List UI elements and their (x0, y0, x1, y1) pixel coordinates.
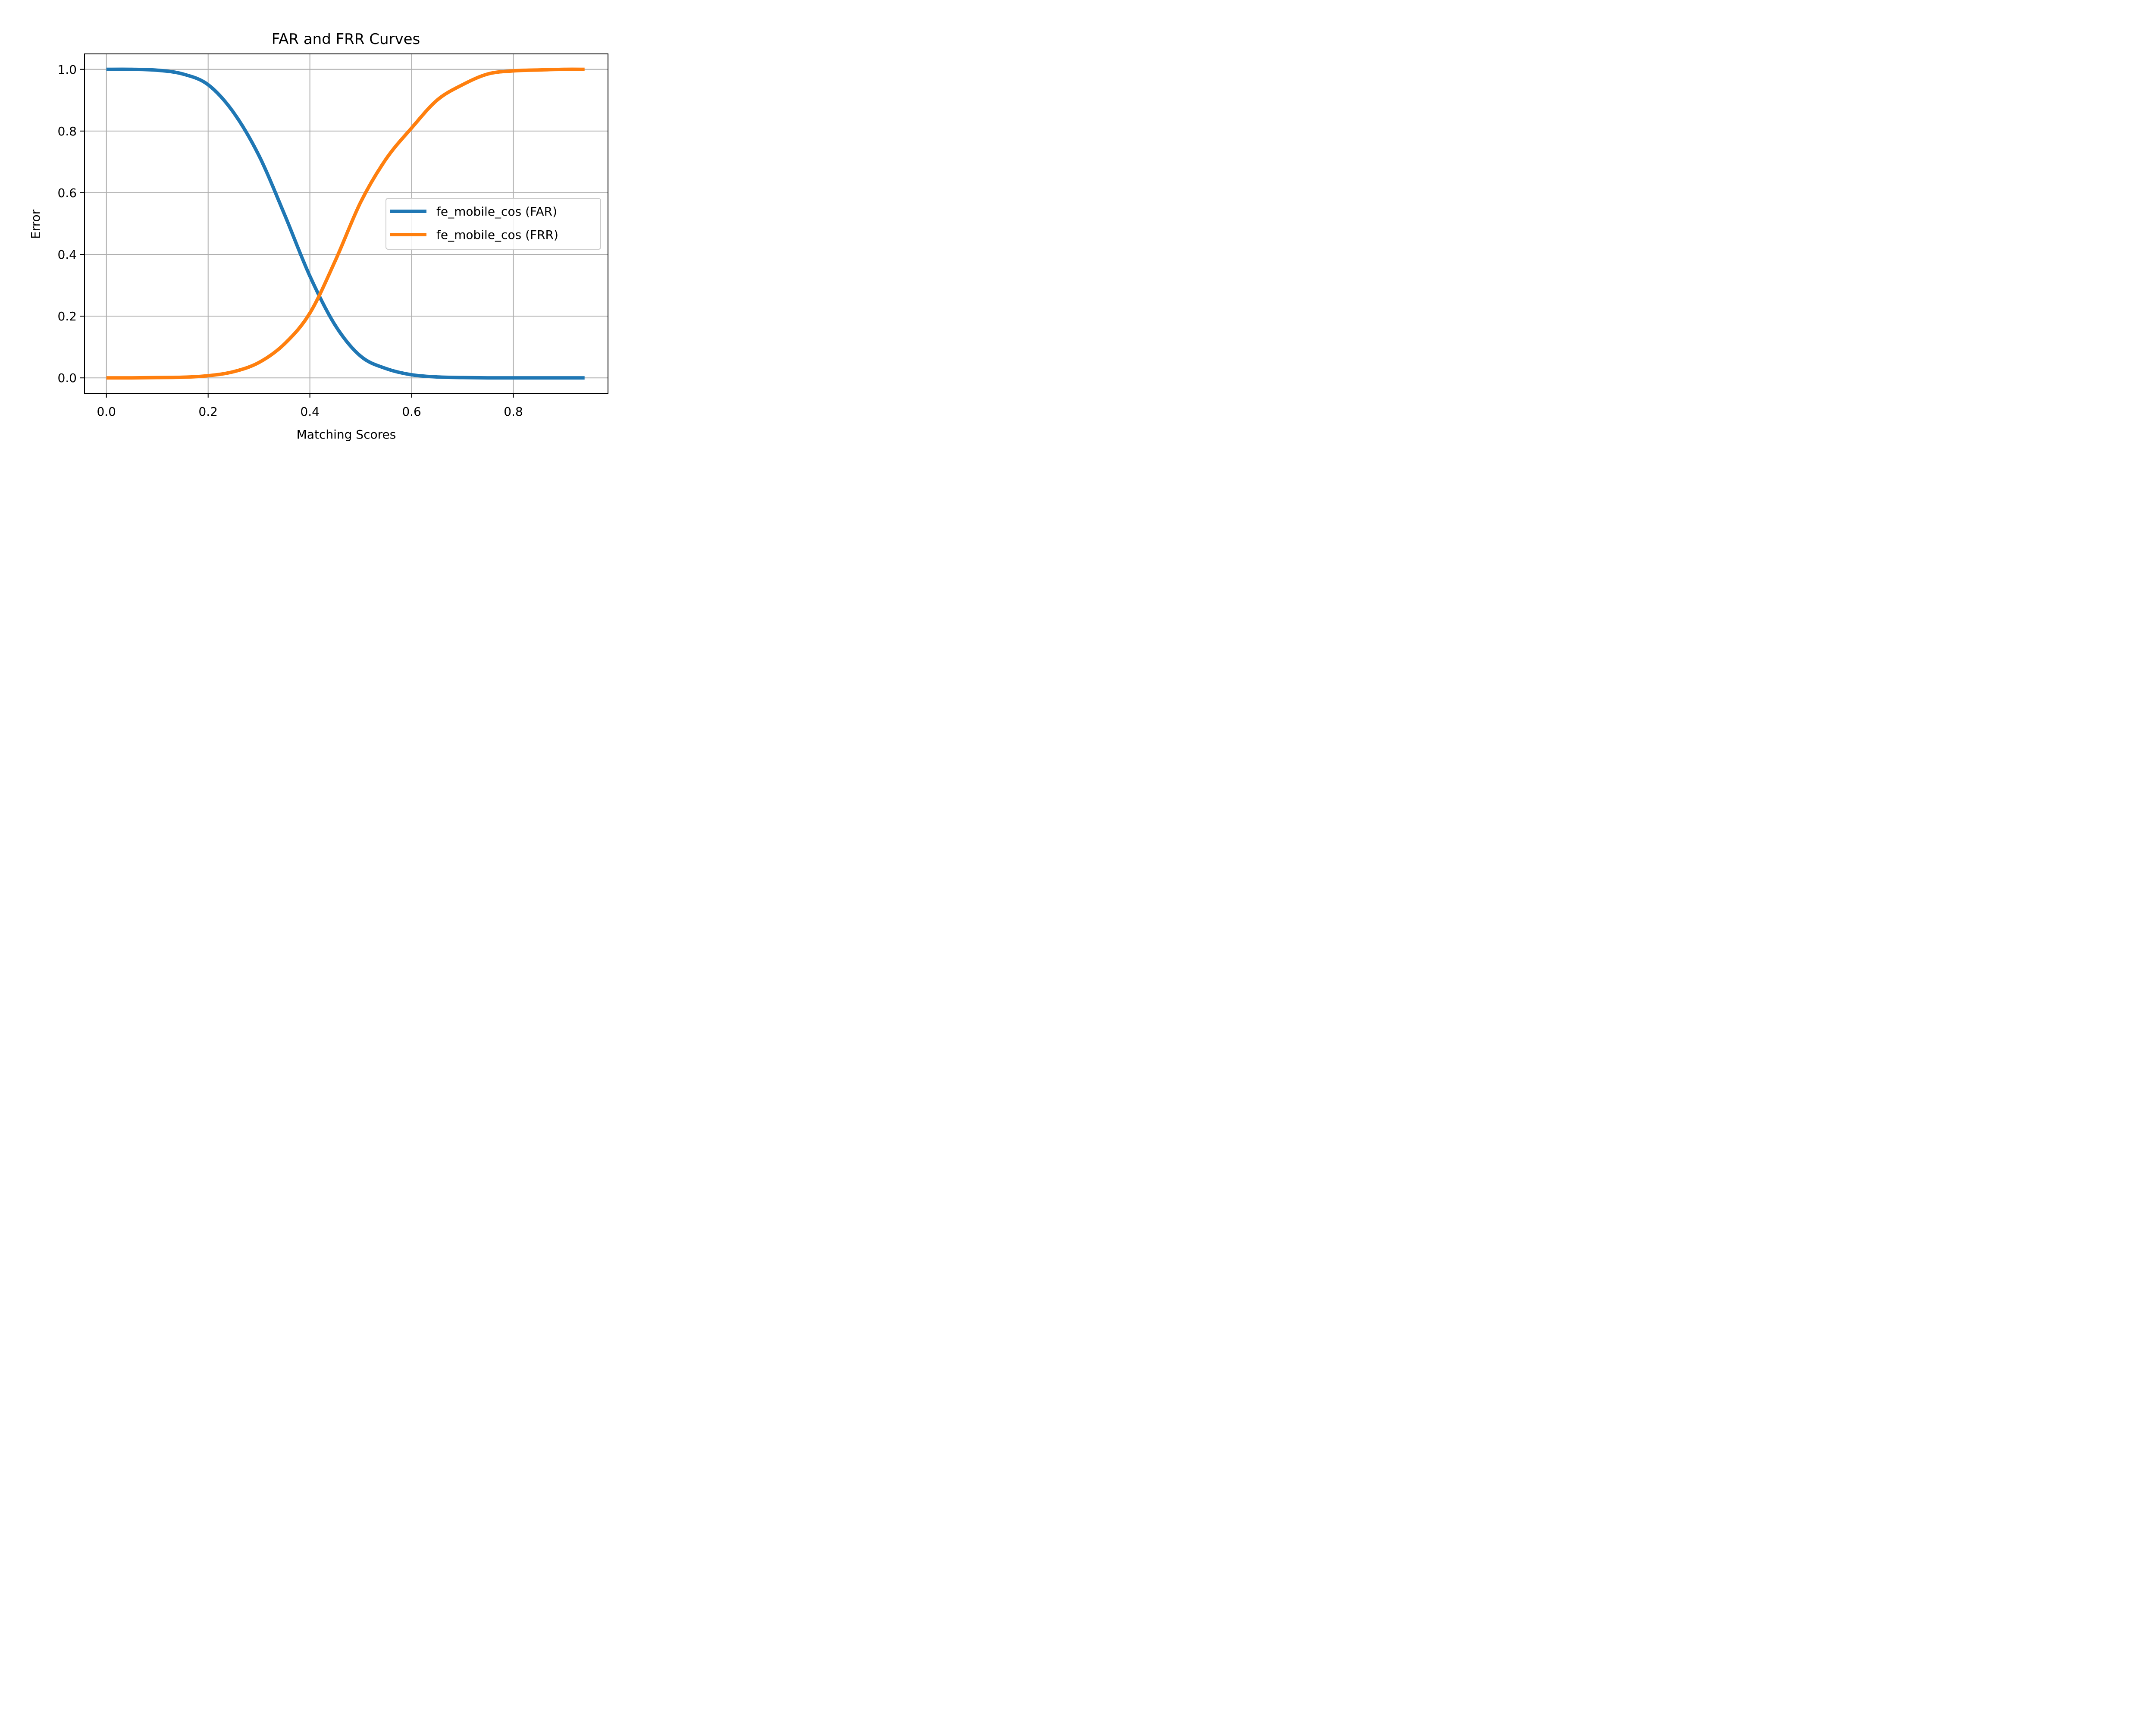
x-tick-label: 0.8 (504, 405, 523, 419)
y-tick-label: 0.6 (57, 186, 77, 200)
chart: FAR and FRR Curves 0.0 0.2 0.4 0.6 0.8 0.00.… (28, 31, 608, 442)
frr-curve (106, 67, 585, 380)
x-ticks: 0.0 0.2 0.4 0.6 0.8 (97, 393, 523, 419)
legend-label-frr: fe_mobile_cos (FRR) (436, 228, 558, 242)
x-tick-label: 0.4 (300, 405, 320, 419)
x-tick-label: 0.6 (402, 405, 421, 419)
y-tick-label: 1.0 (57, 63, 77, 77)
x-axis-label: Matching Scores (297, 427, 396, 442)
y-tick-label: 0.2 (57, 309, 77, 323)
x-tick-label: 0.0 (97, 405, 116, 419)
y-ticks: 0.0 0.2 0.4 0.6 0.8 1.0 (57, 63, 85, 385)
series-layer (106, 67, 585, 380)
y-tick-label: 0.4 (57, 248, 77, 262)
chart-title: FAR and FRR Curves (272, 31, 420, 48)
legend-label-far: fe_mobile_cos (FAR) (436, 204, 557, 219)
y-tick-label: 0.0 (57, 371, 77, 385)
y-tick-label: 0.8 (57, 124, 77, 138)
plot-frame (84, 53, 608, 394)
far-curve (106, 67, 585, 380)
x-tick-label: 0.2 (198, 405, 218, 419)
legend-box (385, 198, 601, 250)
legend: fe_mobile_cos (FAR) fe_mobile_cos (FRR) (385, 198, 601, 250)
y-axis-label: Error (28, 209, 43, 239)
